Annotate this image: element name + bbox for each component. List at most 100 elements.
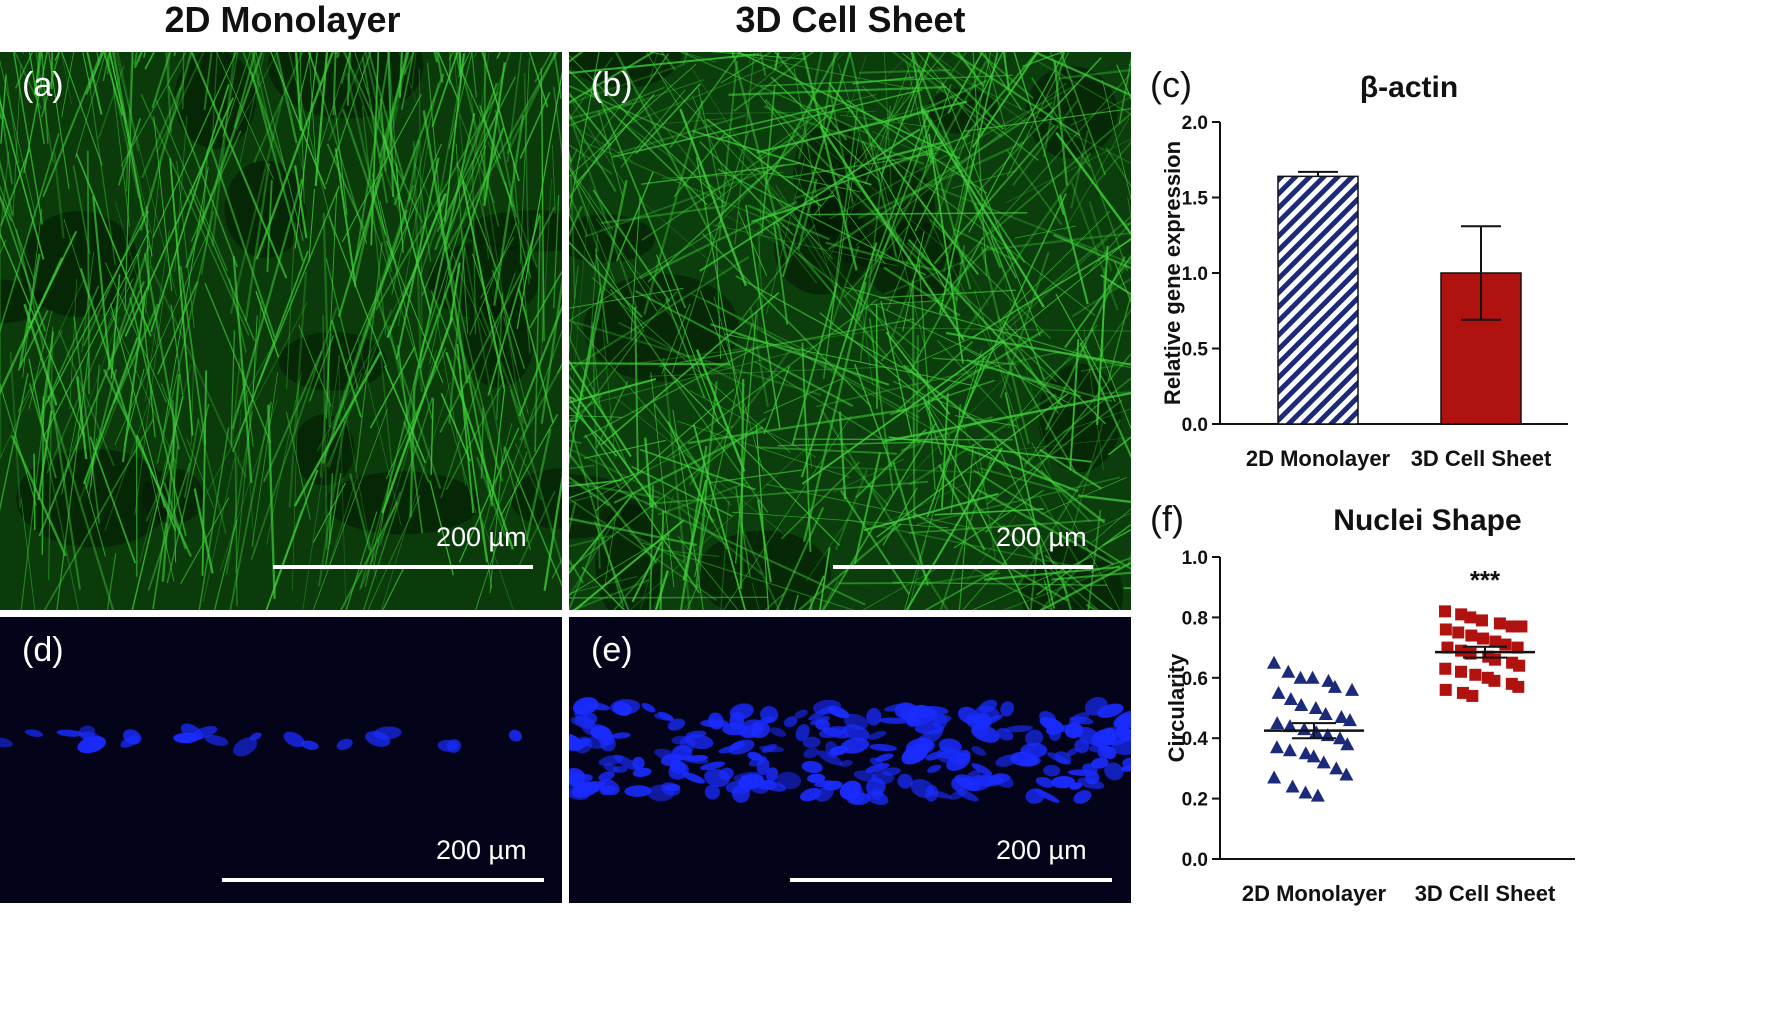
actin-fiber	[677, 535, 739, 610]
actin-fiber	[109, 52, 153, 235]
actin-fiber	[516, 70, 562, 330]
actin-fiber	[151, 52, 172, 109]
actin-fiber	[699, 140, 794, 236]
actin-fiber	[569, 345, 817, 410]
actin-fiber	[757, 208, 818, 284]
actin-fiber	[467, 374, 494, 507]
data-point-square	[1465, 629, 1478, 642]
actin-fiber	[929, 218, 1052, 339]
actin-fiber	[242, 52, 287, 172]
actin-fiber	[46, 210, 150, 404]
nucleus	[301, 740, 319, 750]
actin-fiber	[481, 52, 520, 182]
nucleus	[971, 746, 987, 756]
actin-fiber	[489, 456, 503, 594]
actin-fiber	[569, 212, 597, 271]
actin-fiber	[455, 143, 469, 334]
data-point-square	[1439, 623, 1452, 636]
actin-fiber	[275, 52, 298, 144]
data-point-square	[1488, 674, 1501, 687]
column-title-2d: 2D Monolayer	[164, 0, 401, 40]
actin-fiber	[753, 360, 882, 440]
actin-fiber	[469, 222, 517, 336]
actin-fiber	[288, 271, 308, 508]
actin-fiber	[234, 409, 242, 519]
dark-patch	[325, 471, 481, 535]
nucleus	[180, 723, 203, 741]
actin-fiber	[169, 446, 179, 521]
actin-fiber	[984, 565, 1121, 581]
actin-fiber	[987, 52, 1000, 61]
actin-fiber	[170, 304, 184, 396]
actin-fiber	[616, 171, 654, 262]
actin-fiber	[143, 253, 180, 450]
nucleus	[1055, 724, 1073, 733]
actin-fiber	[834, 469, 868, 551]
actin-fiber	[961, 52, 1039, 141]
actin-fiber	[825, 241, 936, 272]
actin-fiber	[916, 52, 983, 133]
actin-fiber	[928, 133, 964, 364]
actin-fiber	[569, 57, 613, 121]
actin-fiber	[41, 52, 61, 118]
actin-fiber	[947, 52, 984, 114]
nucleus	[249, 732, 262, 741]
actin-fiber	[648, 365, 912, 377]
actin-fiber	[419, 145, 487, 357]
data-point-square	[1505, 620, 1518, 633]
actin-fiber	[680, 52, 717, 63]
actin-fiber	[1070, 130, 1089, 209]
actin-fiber	[569, 417, 767, 571]
actin-fiber	[0, 257, 64, 395]
actin-fiber	[868, 318, 894, 494]
actin-fiber	[182, 52, 185, 110]
nucleus	[664, 783, 681, 792]
x-category-label: 2D Monolayer	[1246, 446, 1391, 471]
actin-fiber	[398, 52, 417, 103]
actin-fiber	[383, 365, 426, 464]
actin-fiber	[857, 140, 1025, 220]
actin-fiber	[1053, 233, 1131, 270]
actin-fiber	[255, 291, 280, 358]
nucleus	[974, 712, 992, 729]
actin-fiber	[1032, 512, 1131, 557]
actin-fiber	[884, 356, 1026, 502]
y-tick-label: 0.2	[1182, 790, 1208, 811]
actin-fiber	[420, 190, 432, 262]
actin-fiber	[185, 52, 264, 269]
actin-fiber	[645, 52, 680, 108]
actin-fiber	[398, 52, 403, 98]
actin-fiber	[699, 128, 921, 272]
actin-fiber	[665, 298, 878, 459]
actin-fiber	[569, 394, 603, 423]
actin-fiber	[487, 213, 541, 396]
x-category-label: 2D Monolayer	[1242, 881, 1387, 906]
data-point-triangle	[1267, 770, 1282, 784]
actin-fiber	[517, 287, 554, 423]
actin-fiber	[874, 110, 930, 262]
actin-fiber	[1059, 68, 1131, 80]
actin-fiber	[517, 490, 556, 568]
actin-fiber	[163, 481, 187, 550]
actin-fiber	[58, 330, 115, 467]
data-point-triangle	[1267, 655, 1282, 669]
actin-fiber	[1091, 328, 1131, 430]
nucleus	[928, 714, 952, 725]
actin-fiber	[138, 363, 192, 564]
actin-fiber	[1088, 200, 1113, 272]
actin-fiber	[18, 253, 41, 368]
actin-fiber	[435, 52, 444, 83]
data-point-triangle	[1329, 761, 1344, 775]
actin-fiber	[862, 566, 940, 610]
actin-fiber	[827, 101, 1053, 251]
actin-fiber	[43, 419, 154, 610]
nucleus	[865, 763, 890, 773]
actin-fiber	[737, 520, 781, 610]
actin-fiber	[634, 328, 886, 365]
actin-fiber	[907, 238, 1064, 407]
actin-fiber	[959, 72, 1131, 266]
actin-fiber	[0, 226, 2, 458]
y-tick-label: 1.5	[1182, 189, 1209, 210]
nucleus	[801, 760, 823, 774]
actin-fiber	[250, 307, 338, 560]
